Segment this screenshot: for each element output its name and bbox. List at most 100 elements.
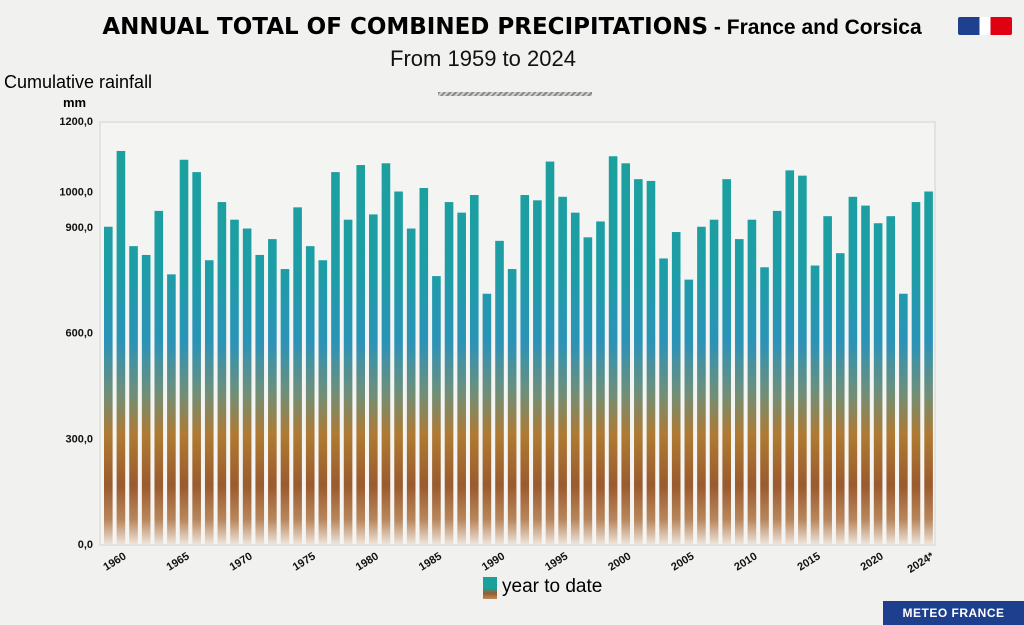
bar-2010 [747,219,757,544]
bar-1974 [293,207,302,545]
bar-2012 [772,210,782,544]
y-tick-label: 300,0 [65,433,93,445]
bar-1967 [204,260,214,544]
x-tick-label: 1970 [228,550,255,573]
bar-1979 [356,165,365,544]
y-tick-label: 900,0 [65,222,93,234]
bar-1970 [242,228,252,544]
bar-1975 [305,246,315,544]
bar-1996 [570,212,580,544]
bar-1963 [154,210,164,544]
bar-1993 [533,200,542,544]
x-tick-label: 2000 [606,550,633,573]
y-tick-labels: 0,0 300,0 600,0 900,0 1000,0 1200,0 [59,116,93,551]
bar-2006 [697,226,706,544]
bar-1971 [255,254,265,544]
legend-label: year to date [502,576,603,597]
bar-2020 [873,223,883,545]
bar-1980 [369,214,378,544]
bar-1983 [406,228,416,544]
y-axis-label: Cumulative rainfall [4,72,153,92]
legend-swatch [483,577,497,599]
chart-subtitle: From 1959 to 2024 [390,46,576,71]
bar-1986 [444,202,454,544]
bar-1982 [394,191,403,544]
x-tick-label: 1980 [354,550,381,573]
bar-2003 [659,258,668,544]
bar-1984 [419,187,429,545]
x-tick-label: 1995 [543,550,570,573]
bar-1966 [192,172,201,545]
x-tick-label: 1965 [164,550,191,573]
bar-1962 [141,254,151,544]
bar-1965 [179,159,189,544]
bar-2021 [886,216,896,544]
bar-1981 [381,163,391,545]
bar-1997 [583,237,593,544]
chart-title-separator: - [708,16,727,39]
bar-1976 [318,260,328,544]
x-tick-label: 1975 [291,550,318,573]
bar-1992 [520,195,530,544]
x-tick-labels: 1960 1965 1970 1975 1980 1985 1990 1995 2000 2005… [101,550,936,576]
y-tick-label: 0,0 [78,539,93,551]
bar-2005 [684,279,694,545]
chart-title-region: France and Corsica [726,16,922,39]
bar-1968 [217,202,227,544]
bar-2022 [899,293,908,544]
x-tick-label: 2010 [732,550,759,573]
y-tick-label: 1000,0 [59,187,93,199]
bar-2016 [823,216,832,544]
bar-1990 [495,240,504,544]
bar-1988 [469,195,479,544]
bar-1987 [457,212,466,544]
bar-2024 [924,191,933,544]
bar-2014 [798,175,807,544]
bar-2017 [835,253,845,544]
bar-1989 [482,293,492,544]
bar-2008 [722,179,731,544]
bar-2013 [785,170,795,544]
x-tick-label: 2015 [795,550,822,573]
bar-1978 [343,219,353,544]
bar-1985 [432,276,441,544]
bar-2019 [861,205,870,544]
y-tick-label: 1200,0 [59,116,93,128]
bars-group [104,150,933,545]
chart-title-main: ANNUAL TOTAL OF COMBINED PRECIPITATIONS [102,14,709,40]
y-axis-unit: mm [63,95,87,110]
bar-2011 [760,267,769,544]
plot-area [99,121,936,546]
x-tick-label: 2024* [905,550,936,576]
french-flag-icon [958,17,1012,35]
bar-1964 [167,274,176,544]
bar-2000 [621,163,631,545]
bar-2007 [709,219,719,544]
bar-2018 [848,196,858,545]
x-tick-label: 1990 [480,550,507,573]
bar-2004 [671,232,681,545]
bar-2001 [634,179,643,544]
bar-2015 [810,265,820,544]
bar-1973 [280,269,290,544]
x-tick-label: 1985 [417,550,444,573]
meteo-france-badge: METEO FRANCE [883,601,1024,625]
bar-1991 [507,269,517,544]
bar-1999 [608,156,618,544]
x-tick-label: 2005 [669,550,696,573]
bar-2023 [911,202,921,544]
x-tick-label: 1960 [101,550,128,573]
chart-title: ANNUAL TOTAL OF COMBINED PRECIPITATIONS … [0,14,1024,44]
y-tick-label: 600,0 [65,328,93,340]
x-tick-label: 2020 [859,550,886,573]
decorative-divider [438,92,592,96]
bar-1994 [545,161,555,545]
bar-2002 [646,180,656,544]
bar-1977 [331,172,340,545]
bar-1959 [104,226,113,544]
bar-1998 [596,221,605,544]
bar-1972 [268,239,277,544]
bar-1995 [558,196,567,545]
bar-1960 [116,150,126,544]
